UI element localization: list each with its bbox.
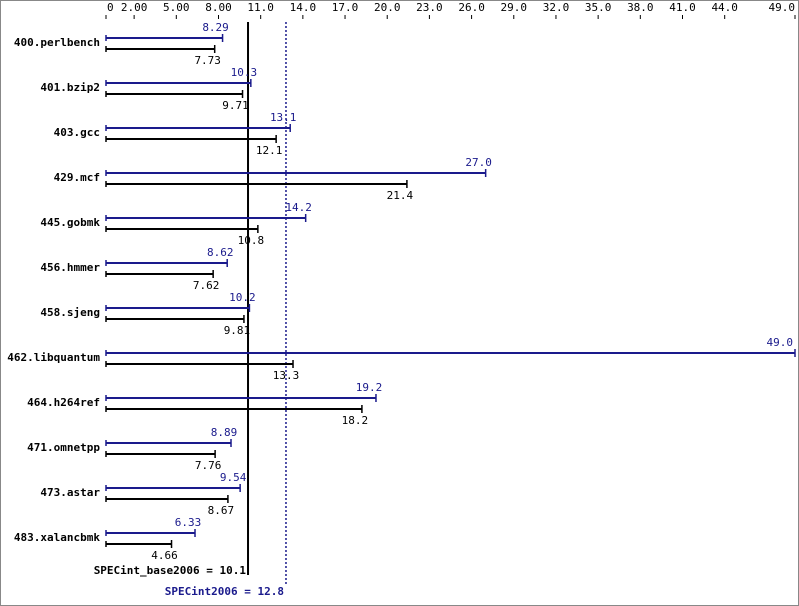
category-label: 458.sjeng — [40, 306, 100, 319]
category-label: 445.gobmk — [40, 216, 100, 229]
bar — [105, 270, 214, 278]
value-label: 13.3 — [273, 369, 300, 382]
category-label: 401.bzip2 — [40, 81, 100, 94]
value-label: 49.0 — [767, 336, 794, 349]
reference-label: SPECint_base2006 = 10.1 — [94, 564, 247, 577]
bar — [105, 484, 241, 492]
bar — [105, 304, 251, 312]
category-label: 462.libquantum — [7, 351, 100, 364]
x-tick-label: 26.0 — [458, 1, 485, 14]
bar — [105, 180, 408, 188]
bar — [105, 225, 259, 233]
x-tick-label: 0 — [107, 1, 114, 14]
x-tick-label: 8.00 — [205, 1, 232, 14]
category-label: 464.h264ref — [27, 396, 100, 409]
value-label: 8.29 — [202, 21, 229, 34]
value-label: 13.1 — [270, 111, 297, 124]
bar — [105, 45, 216, 53]
bar — [105, 214, 307, 222]
value-label: 8.62 — [207, 246, 234, 259]
value-label: 18.2 — [342, 414, 369, 427]
reference-label: SPECint2006 = 12.8 — [165, 585, 284, 598]
value-label: 7.62 — [193, 279, 220, 292]
bar — [105, 529, 196, 537]
bar — [105, 135, 277, 143]
bar — [105, 450, 216, 458]
x-tick-label: 38.0 — [627, 1, 654, 14]
x-tick-label: 20.0 — [374, 1, 401, 14]
x-tick-label: 14.0 — [290, 1, 317, 14]
bar — [105, 169, 487, 177]
bar — [105, 79, 252, 87]
bar — [105, 540, 173, 548]
x-tick-label: 32.0 — [543, 1, 570, 14]
bar — [105, 360, 294, 368]
bar — [105, 495, 229, 503]
category-label: 429.mcf — [54, 171, 100, 184]
value-label: 10.8 — [238, 234, 265, 247]
value-label: 10.2 — [229, 291, 256, 304]
bar — [105, 439, 232, 447]
bar — [105, 394, 377, 402]
x-tick-label: 5.00 — [163, 1, 190, 14]
value-label: 6.33 — [175, 516, 202, 529]
x-tick-label: 41.0 — [669, 1, 696, 14]
x-tick-label: 11.0 — [247, 1, 274, 14]
value-label: 21.4 — [387, 189, 414, 202]
x-tick-label: 44.0 — [711, 1, 738, 14]
value-label: 8.67 — [208, 504, 235, 517]
value-label: 19.2 — [356, 381, 383, 394]
bar — [105, 259, 228, 267]
value-label: 9.71 — [222, 99, 249, 112]
value-label: 12.1 — [256, 144, 283, 157]
value-label: 9.54 — [220, 471, 247, 484]
value-label: 9.81 — [224, 324, 251, 337]
x-tick-label: 35.0 — [585, 1, 612, 14]
value-label: 14.2 — [285, 201, 312, 214]
category-label: 400.perlbench — [14, 36, 100, 49]
x-tick-label: 29.0 — [501, 1, 528, 14]
category-label: 403.gcc — [54, 126, 100, 139]
category-label: 483.xalancbmk — [14, 531, 100, 544]
value-label: 4.66 — [151, 549, 178, 562]
category-label: 471.omnetpp — [27, 441, 100, 454]
bar — [105, 405, 363, 413]
x-tick-label: 49.0 — [769, 1, 796, 14]
value-label: 7.73 — [194, 54, 221, 67]
bar — [105, 90, 244, 98]
bar — [105, 124, 291, 132]
bar — [105, 315, 245, 323]
value-label: 27.0 — [465, 156, 492, 169]
bar — [105, 349, 796, 357]
value-label: 10.3 — [231, 66, 258, 79]
category-label: 473.astar — [40, 486, 100, 499]
value-label: 8.89 — [211, 426, 238, 439]
bar — [105, 34, 224, 42]
x-tick-label: 23.0 — [416, 1, 443, 14]
category-label: 456.hmmer — [40, 261, 100, 274]
x-tick-label: 17.0 — [332, 1, 359, 14]
value-label: 7.76 — [195, 459, 222, 472]
x-tick-label: 2.00 — [121, 1, 148, 14]
